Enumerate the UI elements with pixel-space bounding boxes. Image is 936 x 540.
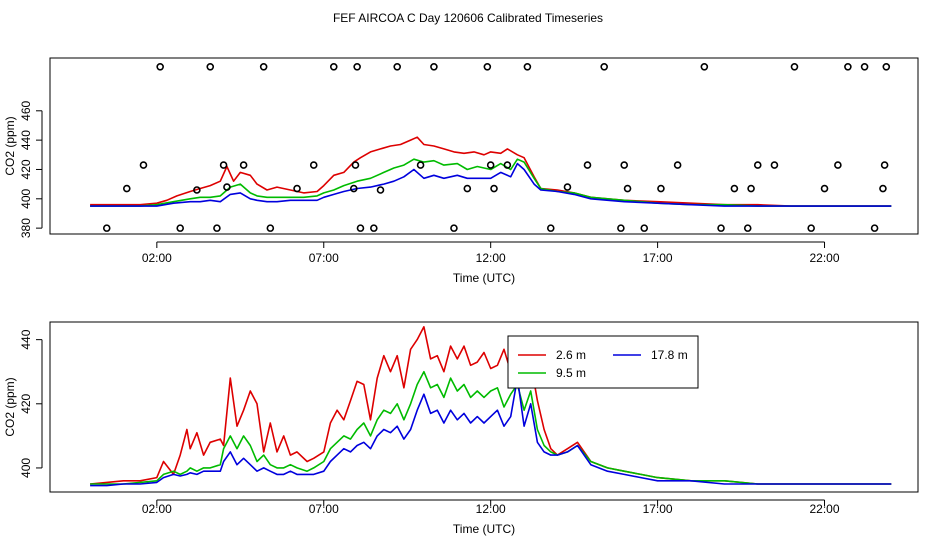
scatter-point — [223, 183, 231, 191]
scatter-point — [329, 63, 338, 71]
scatter-point — [880, 161, 889, 169]
series-line-green — [90, 370, 892, 485]
x-tick-label: 12:00 — [476, 251, 506, 265]
series-line-green — [90, 158, 892, 207]
series-line-blue — [90, 377, 892, 487]
x-tick-label: 07:00 — [309, 251, 339, 265]
scatter-point — [139, 161, 148, 169]
timeseries-panel-2: 02:00 07:00 12:00 17:00 22:00 Time (UTC) 400 42… — [3, 321, 919, 536]
x-tick-label: 17:00 — [643, 251, 673, 265]
plot-frame — [49, 321, 919, 493]
scatter-point — [102, 224, 111, 232]
x-tick-label: 17:00 — [643, 502, 673, 516]
scatter-point — [266, 224, 275, 232]
scatter-point — [353, 63, 361, 71]
series-line-blue — [90, 162, 892, 207]
y-axis-label: CO2 (ppm) — [3, 116, 17, 175]
x-tick-label: 02:00 — [142, 502, 172, 516]
scatter-point — [416, 161, 425, 169]
scatter-point — [844, 63, 852, 71]
scatter-point — [349, 184, 358, 193]
scatter-point — [370, 224, 378, 232]
plot-frame — [49, 57, 919, 235]
x-tick-label: 22:00 — [810, 502, 840, 516]
scatter-point — [463, 184, 472, 193]
scatter-point — [747, 184, 755, 193]
scatter-point — [657, 184, 665, 193]
scatter-point — [393, 63, 402, 71]
scatter-point — [523, 63, 532, 71]
scatter-point — [640, 224, 649, 232]
timeseries-panel-1: 02:00 07:00 12:00 17:00 22:00 Time (UTC) 380 40… — [3, 57, 919, 285]
scatter-point — [870, 224, 879, 232]
scatter-point — [546, 224, 555, 232]
scatter-point — [219, 161, 228, 169]
scatter-point — [486, 161, 495, 169]
x-axis-label: Time (UTC) — [453, 271, 515, 285]
y-tick-label: 380 — [19, 218, 33, 238]
scatter-point — [700, 63, 709, 71]
scatter-point — [259, 63, 268, 71]
chart-title: FEF AIRCOA C Day 120606 Calibrated Times… — [333, 11, 603, 25]
scatter-point — [450, 224, 458, 232]
y-tick-label: 420 — [19, 393, 33, 413]
legend-box — [507, 335, 699, 389]
legend-label: 9.5 m — [556, 366, 586, 380]
scatter-point — [356, 224, 365, 232]
scatter-point — [176, 224, 184, 232]
x-tick-label: 12:00 — [476, 502, 506, 516]
scatter-point — [430, 63, 438, 71]
scatter-point — [563, 183, 572, 191]
scatter-point — [309, 161, 318, 169]
y-tick-label: 420 — [19, 159, 33, 179]
scatter-point — [351, 161, 360, 169]
scatter-point — [483, 63, 492, 71]
scatter-point — [376, 186, 385, 194]
scatter-point — [807, 224, 815, 232]
scatter-point — [206, 63, 215, 71]
scatter-point — [753, 161, 762, 169]
series-line-red — [90, 325, 892, 485]
scatter-point — [770, 161, 779, 169]
scatter-point — [882, 63, 891, 71]
scatter-point — [730, 184, 739, 193]
y-tick-label: 400 — [19, 458, 33, 478]
scatter-point — [717, 224, 725, 232]
x-tick-label: 22:00 — [810, 251, 840, 265]
scatter-point — [239, 161, 248, 169]
x-axis-label: Time (UTC) — [453, 522, 515, 536]
scatter-point — [503, 161, 512, 169]
scatter-point — [617, 224, 625, 232]
scatter-point — [600, 63, 608, 71]
legend-label: 17.8 m — [651, 348, 688, 362]
scatter-point — [879, 184, 887, 193]
scatter-point — [156, 63, 164, 71]
x-tick-label: 07:00 — [309, 502, 339, 516]
y-axis-label: CO2 (ppm) — [3, 377, 17, 436]
y-tick-label: 460 — [19, 100, 33, 120]
scatter-point — [860, 63, 869, 71]
scatter-point — [623, 184, 632, 193]
scatter-point — [490, 184, 498, 193]
scatter-point — [293, 184, 301, 193]
x-tick-label: 02:00 — [142, 251, 172, 265]
scatter-point — [213, 224, 221, 232]
y-tick-label: 440 — [19, 130, 33, 150]
scatter-point — [673, 161, 682, 169]
y-tick-label: 440 — [19, 329, 33, 349]
scatter-point — [193, 186, 201, 194]
scatter-point — [820, 184, 829, 193]
scatter-point — [583, 161, 592, 169]
legend-label: 2.6 m — [556, 348, 586, 362]
y-tick-label: 400 — [19, 188, 33, 208]
series-line-red — [90, 136, 892, 207]
scatter-point — [834, 161, 842, 169]
scatter-point — [743, 224, 752, 232]
scatter-point — [790, 63, 799, 71]
scatter-point — [122, 184, 131, 193]
scatter-point — [620, 161, 629, 169]
